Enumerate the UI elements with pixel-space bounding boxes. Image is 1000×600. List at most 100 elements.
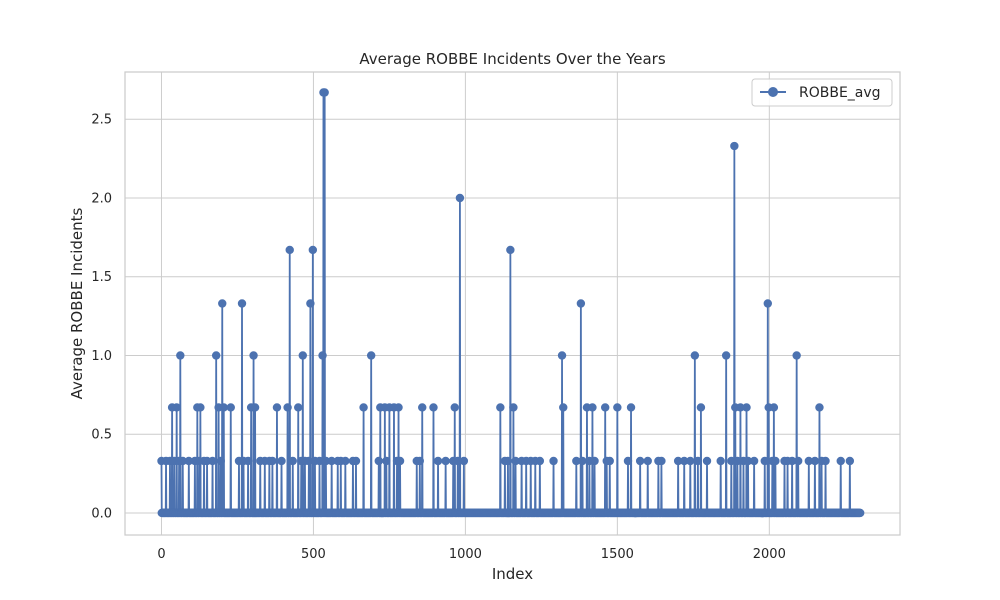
y-tick-label: 2.0: [91, 191, 112, 206]
data-point: [243, 456, 253, 466]
data-point: [455, 193, 465, 203]
legend-marker: [768, 87, 778, 97]
legend-box: [751, 78, 893, 107]
data-point: [792, 351, 801, 360]
legend-label: ROBBE_avg: [799, 85, 881, 101]
data-point: [821, 456, 830, 466]
y-tick-label: 0.0: [91, 506, 112, 521]
x-tick-label: 0: [157, 547, 165, 562]
data-point: [172, 403, 181, 412]
data-point: [268, 456, 277, 466]
data-point: [433, 456, 443, 466]
data-point: [321, 456, 331, 466]
ticks: 0 500 1000 1500 2000 0.0 0.5 1.0 1.5 2.0 2.5: [91, 113, 786, 562]
data-point: [374, 456, 383, 466]
data-point: [769, 403, 779, 412]
data-point: [576, 299, 586, 308]
data-point: [613, 403, 622, 412]
data-point: [496, 403, 505, 412]
x-tick-label: 2000: [753, 547, 786, 562]
data-point: [572, 456, 581, 466]
data-point: [686, 456, 695, 466]
data-point: [626, 403, 636, 412]
data-point: [394, 403, 403, 412]
data-point: [845, 456, 855, 466]
data-point: [294, 403, 303, 412]
data-point: [211, 351, 221, 360]
data-point: [418, 403, 427, 412]
data-point: [218, 299, 227, 308]
data-point: [272, 403, 282, 412]
data-point: [308, 245, 318, 255]
data-point: [216, 456, 225, 466]
data-point: [315, 456, 324, 466]
data-point: [763, 299, 772, 308]
x-axis-label: Index: [492, 565, 533, 583]
data-point: [590, 456, 599, 466]
data-point: [605, 456, 614, 466]
data-point: [760, 456, 769, 466]
data-point: [415, 456, 424, 466]
data-point: [304, 456, 314, 466]
data-point: [441, 456, 450, 466]
data-point: [459, 456, 469, 466]
data-point: [359, 403, 368, 412]
data-point: [450, 403, 459, 412]
data-point: [196, 403, 205, 412]
data-point: [601, 403, 610, 412]
data-point: [727, 456, 736, 466]
data-point: [559, 403, 568, 412]
data-point: [318, 351, 327, 360]
data-point: [306, 299, 315, 308]
data-point: [382, 456, 391, 466]
data-point: [226, 403, 235, 412]
data-point: [249, 351, 258, 360]
data-point: [749, 456, 759, 466]
data-point: [804, 456, 814, 466]
data-point: [810, 456, 820, 466]
y-tick-label: 1.5: [91, 270, 112, 285]
data-point: [237, 299, 247, 308]
data-point: [429, 403, 438, 412]
data-point: [208, 456, 217, 466]
y-tick-label: 1.0: [91, 349, 112, 364]
series-markers: [157, 88, 865, 518]
data-point: [578, 456, 587, 466]
data-point: [283, 403, 292, 412]
data-point: [680, 456, 689, 466]
data-point: [855, 508, 865, 518]
data-point: [635, 456, 645, 466]
legend: ROBBE_avg: [751, 78, 893, 107]
data-point: [511, 456, 520, 466]
data-point: [250, 403, 260, 412]
data-point: [176, 351, 185, 360]
x-tick-label: 500: [301, 547, 326, 562]
data-point: [184, 456, 194, 466]
data-point: [298, 351, 307, 360]
data-point: [771, 456, 780, 466]
data-point: [702, 456, 712, 466]
data-point: [730, 141, 739, 151]
plot-frame: [124, 71, 901, 536]
data-point: [736, 403, 745, 412]
data-point: [657, 456, 666, 466]
y-tick-label: 2.5: [91, 113, 112, 128]
data-point: [178, 456, 187, 466]
data-point: [535, 456, 545, 466]
data-point: [793, 456, 803, 466]
data-point: [557, 351, 567, 360]
data-point: [549, 456, 558, 466]
data-point: [693, 456, 703, 466]
data-point: [320, 88, 329, 97]
x-tick-label: 1000: [449, 547, 482, 562]
data-point: [721, 351, 731, 360]
data-point: [453, 456, 462, 466]
data-point: [696, 403, 706, 412]
data-point: [643, 456, 652, 466]
data-point: [716, 456, 725, 466]
data-point: [277, 456, 286, 466]
data-point: [815, 403, 824, 412]
chart-title: Average ROBBE Incidents Over the Years: [359, 50, 665, 68]
data-point: [395, 456, 405, 466]
